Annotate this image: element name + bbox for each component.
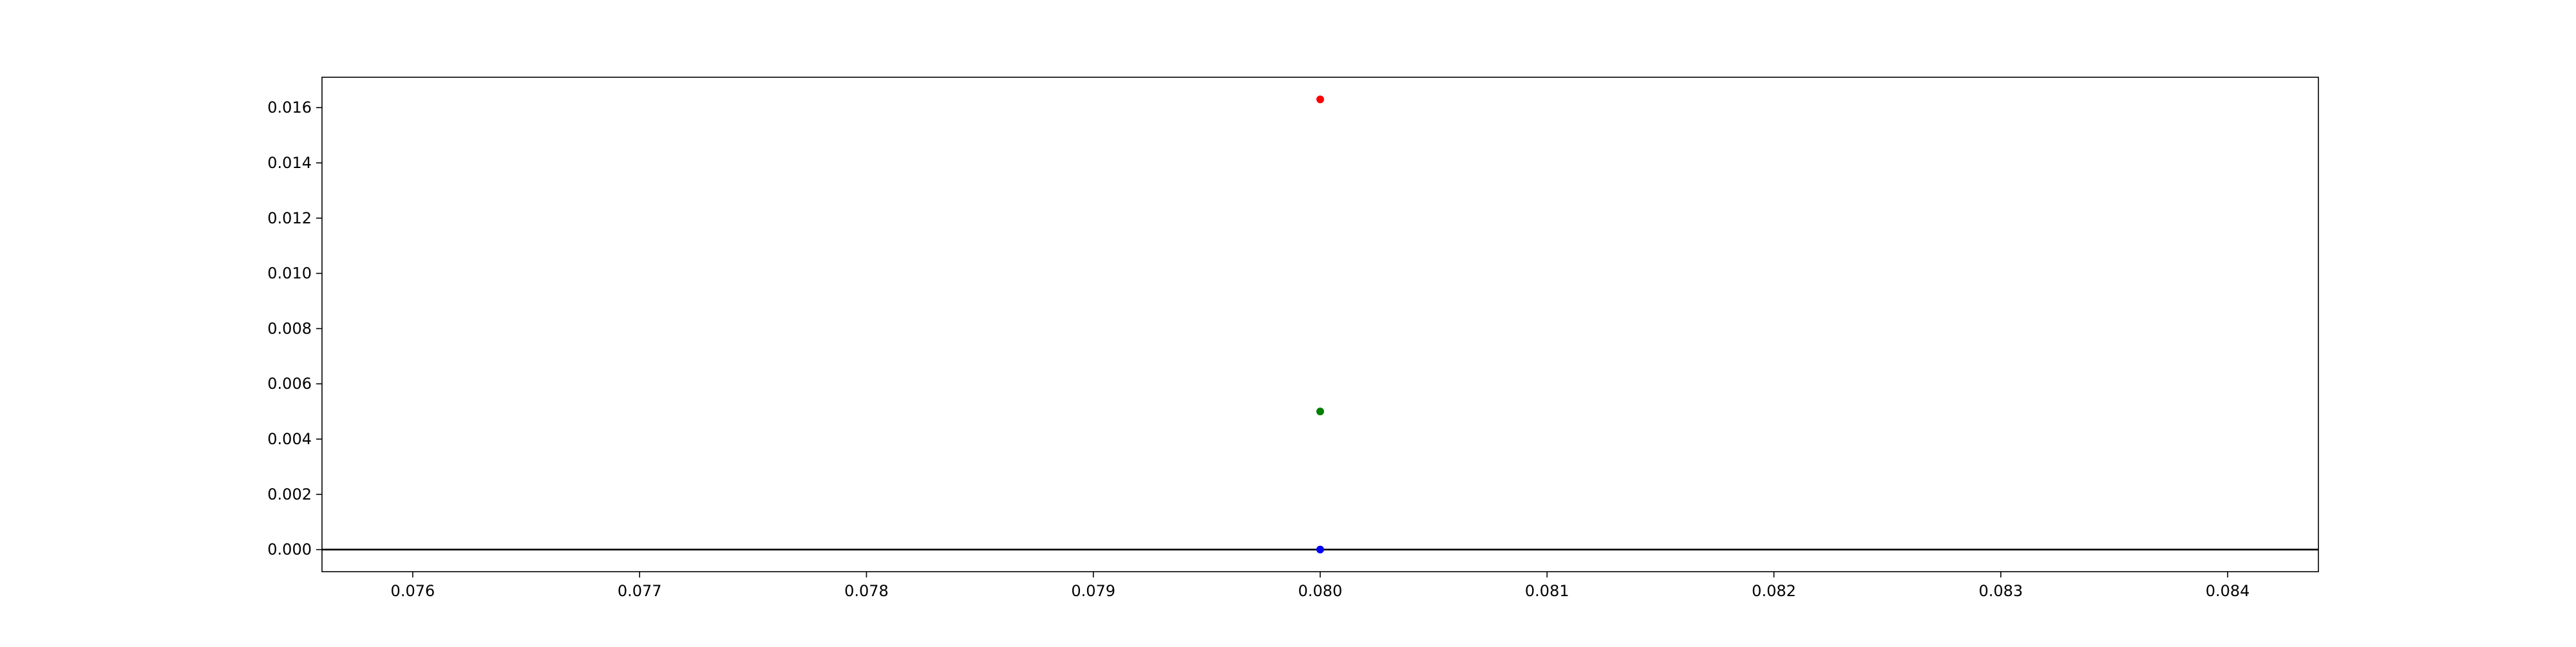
x-axis: 0.076 0.077 0.078 0.079 0.080 0.081 0.082 0.083… xyxy=(391,572,2250,600)
y-tick-label: 0.004 xyxy=(267,430,312,448)
x-tick-label: 0.078 xyxy=(844,582,889,600)
axes-frame xyxy=(321,77,2319,572)
y-tick-label: 0.012 xyxy=(267,209,312,227)
x-tick-label: 0.081 xyxy=(1525,582,1569,600)
data-points xyxy=(1316,95,1324,554)
data-point-3 xyxy=(1316,545,1324,554)
y-tick-label: 0.002 xyxy=(267,485,312,503)
data-point-1 xyxy=(1316,95,1324,104)
y-tick-label: 0.008 xyxy=(267,319,312,337)
plot-area xyxy=(321,77,2319,572)
y-tick-label: 0.014 xyxy=(267,154,312,172)
y-tick-label: 0.016 xyxy=(267,98,312,117)
x-tick-label: 0.076 xyxy=(391,582,435,600)
y-tick-label: 0.006 xyxy=(267,375,312,393)
y-tick-label: 0.010 xyxy=(267,265,312,283)
data-point-2 xyxy=(1316,408,1324,416)
y-tick-label: 0.000 xyxy=(267,541,312,559)
x-tick-label: 0.082 xyxy=(1752,582,1796,600)
x-tick-label: 0.077 xyxy=(618,582,662,600)
x-tick-label: 0.080 xyxy=(1298,582,1343,600)
x-tick-label: 0.079 xyxy=(1071,582,1115,600)
x-tick-label: 0.083 xyxy=(1978,582,2023,600)
y-axis: 0.000 0.002 0.004 0.006 0.008 0.010 0.012 0.014… xyxy=(267,98,322,559)
x-tick-label: 0.084 xyxy=(2206,582,2250,600)
